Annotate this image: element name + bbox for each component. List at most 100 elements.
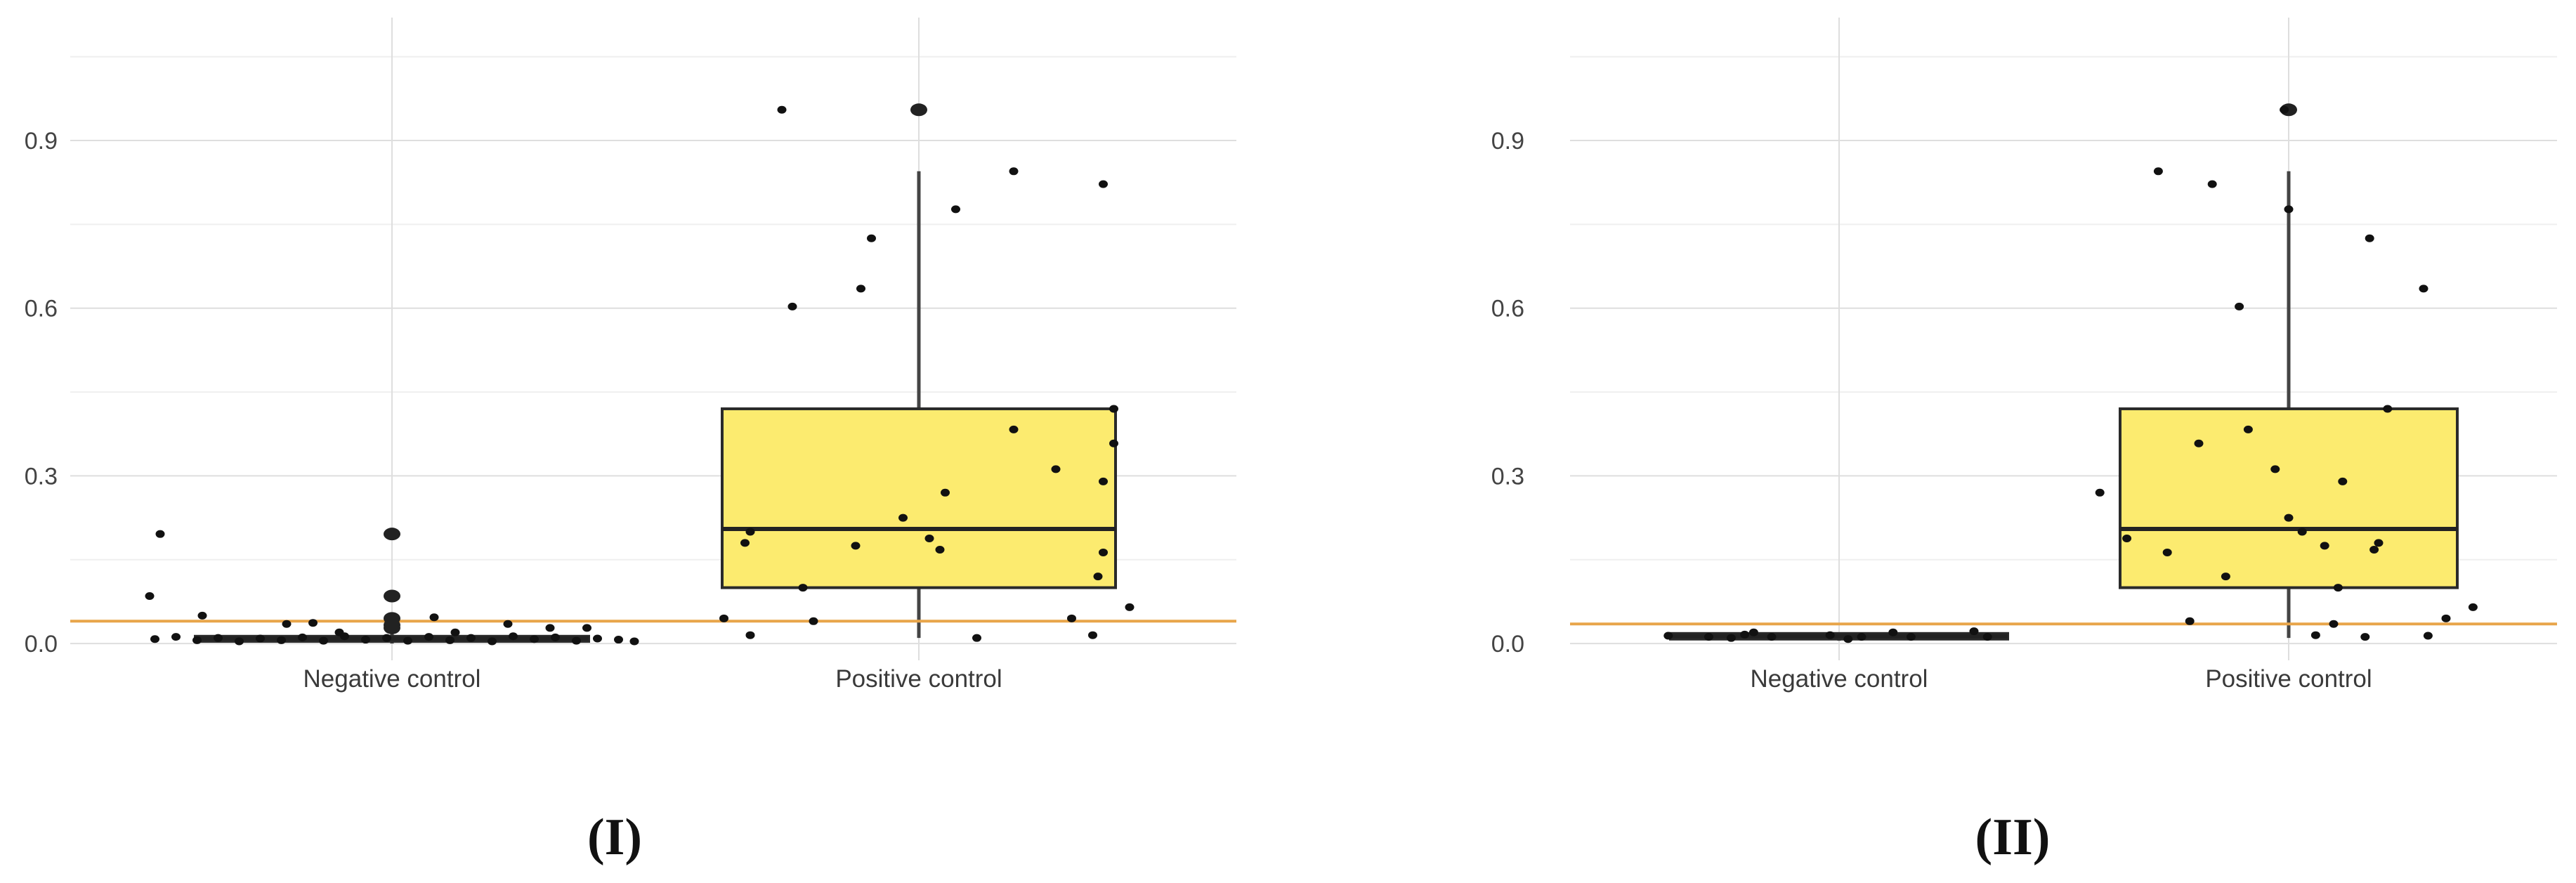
- data-point: [197, 611, 207, 620]
- data-point: [593, 634, 602, 643]
- data-point: [545, 624, 555, 632]
- data-point: [1009, 425, 1019, 433]
- y-tick-label: 0.6: [25, 296, 58, 322]
- data-point: [1906, 633, 1916, 641]
- data-point: [2280, 105, 2289, 114]
- data-point: [450, 628, 460, 636]
- data-point: [777, 105, 787, 114]
- data-point: [2095, 488, 2105, 497]
- outlier-point: [384, 621, 400, 634]
- data-point: [1740, 630, 1750, 639]
- data-point: [150, 635, 159, 643]
- data-point: [1109, 439, 1118, 447]
- data-point: [2329, 620, 2339, 628]
- data-point: [2194, 439, 2204, 447]
- data-point: [2419, 284, 2428, 293]
- data-point: [1982, 633, 1992, 641]
- data-point: [171, 633, 181, 641]
- box-body: [721, 407, 1117, 589]
- data-point: [2423, 632, 2433, 640]
- chart-panel-1: 0.0 0.3 0.6 0.9 Negative control Positive con…: [25, 18, 1236, 693]
- y-tick-label: 0.0: [1491, 631, 1524, 658]
- data-point: [1888, 628, 1898, 636]
- data-point: [2221, 573, 2230, 581]
- x-category-label: Negative control: [1751, 665, 1928, 693]
- data-point: [503, 620, 513, 628]
- data-point: [1067, 614, 1076, 622]
- data-point: [1825, 631, 1835, 639]
- data-point: [282, 620, 292, 628]
- data-point: [403, 636, 412, 645]
- data-point: [1099, 180, 1108, 188]
- y-tick-label: 0.9: [25, 128, 58, 155]
- data-point: [2122, 535, 2132, 543]
- data-point: [1088, 631, 1097, 639]
- data-point: [2320, 542, 2329, 550]
- data-point: [745, 631, 755, 639]
- data-point: [155, 530, 165, 538]
- data-point: [424, 633, 433, 641]
- data-point: [2162, 548, 2172, 556]
- data-point: [2310, 631, 2320, 639]
- data-point: [2284, 205, 2294, 214]
- box-positive-control: [721, 171, 1117, 639]
- data-point: [445, 636, 455, 644]
- y-tick-label: 0.3: [25, 463, 58, 490]
- data-point: [1726, 634, 1736, 642]
- x-category-label: Positive control: [2205, 665, 2372, 693]
- data-point: [1093, 573, 1103, 581]
- data-point: [924, 535, 934, 543]
- data-point: [509, 632, 518, 641]
- data-point: [2284, 514, 2294, 522]
- data-point: [277, 636, 286, 644]
- data-point: [1125, 603, 1135, 611]
- data-point: [740, 539, 750, 547]
- data-point: [2185, 617, 2195, 625]
- outlier-point: [910, 103, 927, 117]
- data-point: [2270, 465, 2280, 473]
- data-point: [719, 614, 728, 622]
- data-point: [2369, 545, 2379, 554]
- data-point: [582, 624, 591, 632]
- data-point: [214, 634, 223, 642]
- data-point: [745, 528, 755, 536]
- data-point: [1051, 465, 1061, 473]
- data-point: [466, 634, 476, 642]
- y-tick-label: 0.0: [25, 631, 58, 658]
- data-point: [2243, 425, 2253, 433]
- data-point: [145, 592, 155, 600]
- data-point: [429, 613, 439, 622]
- data-point: [2333, 584, 2343, 592]
- x-category-label: Negative control: [303, 665, 481, 693]
- box-positive-control: [2119, 171, 2459, 639]
- data-point: [2338, 477, 2348, 485]
- data-point: [382, 634, 391, 642]
- data-point: [2360, 633, 2370, 641]
- data-point: [2235, 302, 2244, 310]
- data-point: [192, 636, 202, 644]
- data-point: [798, 584, 808, 592]
- data-point: [361, 636, 370, 644]
- y-tick-label: 0.6: [1491, 296, 1524, 322]
- data-point: [1099, 548, 1108, 556]
- data-point: [787, 302, 797, 310]
- data-point: [1767, 633, 1777, 641]
- data-point: [298, 633, 307, 641]
- data-point: [972, 634, 981, 642]
- data-point: [1099, 477, 1108, 485]
- data-point: [1704, 633, 1713, 641]
- data-point: [851, 542, 861, 550]
- box-negative-control: [1669, 632, 2009, 641]
- panel-label-ii: (II): [1975, 809, 2051, 866]
- data-point: [1109, 405, 1118, 413]
- data-point: [319, 636, 328, 645]
- data-point: [340, 632, 349, 641]
- data-point: [572, 636, 581, 645]
- data-point: [1857, 633, 1866, 641]
- outlier-point: [384, 589, 400, 603]
- y-tick-label: 0.9: [1491, 128, 1524, 155]
- data-point: [308, 619, 318, 627]
- x-category-label: Positive control: [835, 665, 1002, 693]
- data-point: [2383, 405, 2393, 413]
- data-point: [2374, 539, 2384, 547]
